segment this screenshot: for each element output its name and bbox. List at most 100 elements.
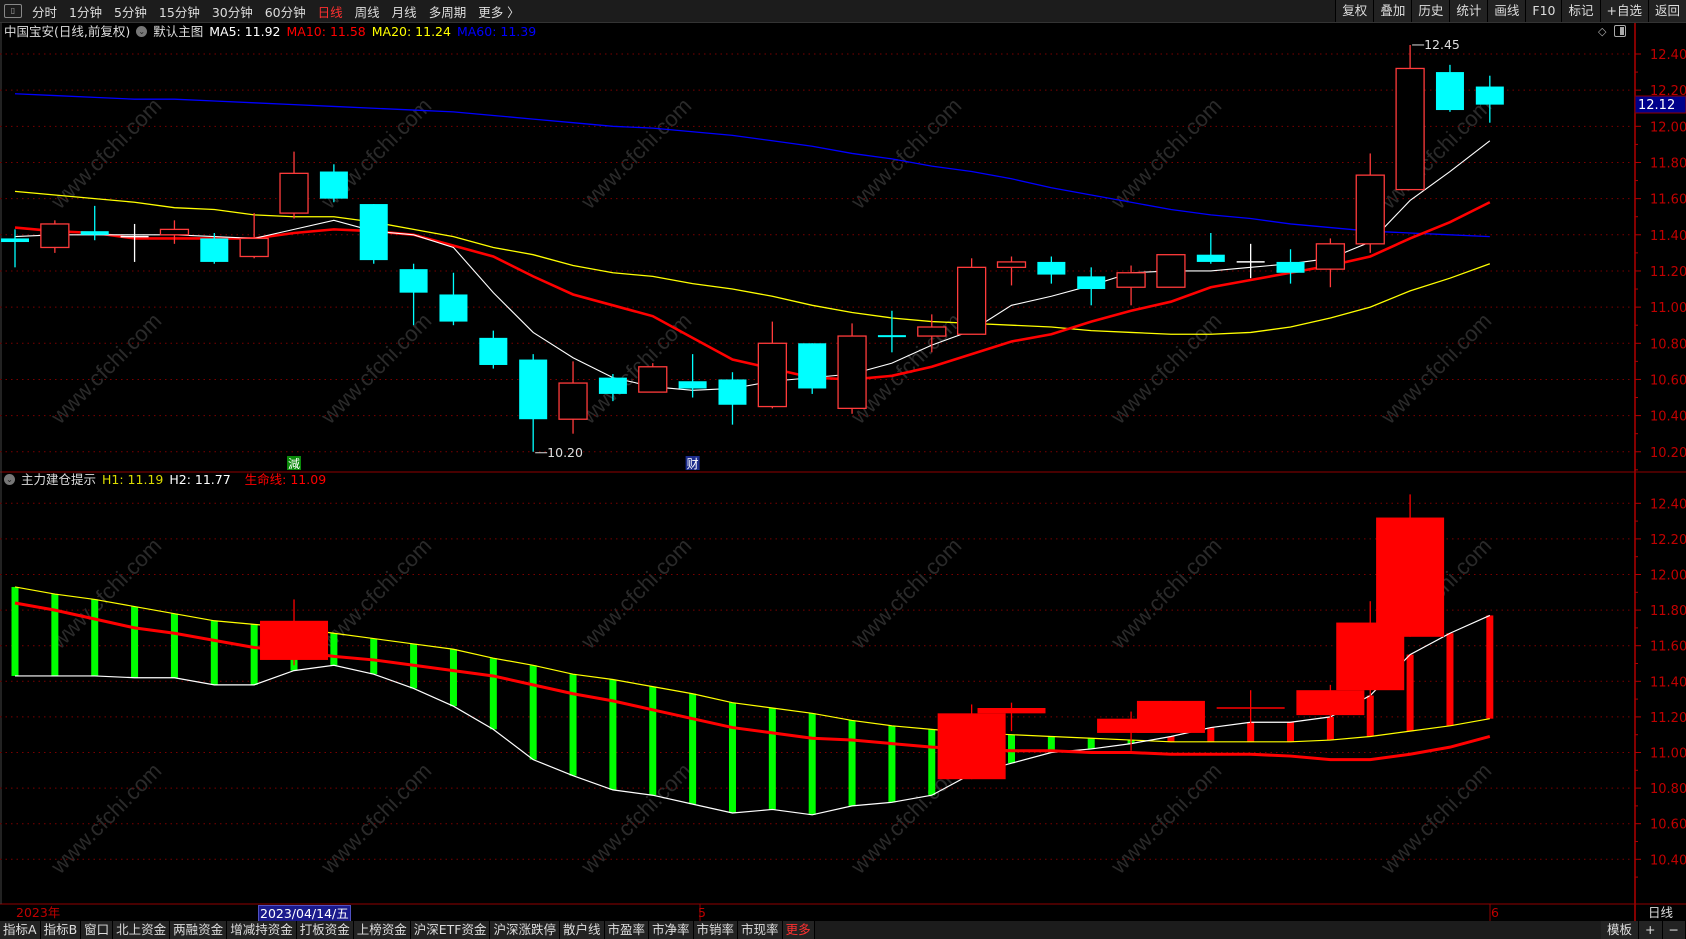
period-tab-8[interactable]: 月线 [391, 4, 417, 20]
candle-body [598, 377, 627, 394]
period-tab-4[interactable]: 30分钟 [211, 4, 253, 20]
candle-body [837, 335, 867, 410]
bottom-right-button-0[interactable]: 模板 [1601, 921, 1640, 939]
toolbar-button-6[interactable]: 标记 [1561, 0, 1600, 22]
y-tick-label: 12.40 [1650, 497, 1686, 512]
period-tab-5[interactable]: 60分钟 [264, 4, 306, 20]
candle [120, 223, 149, 262]
bottom-tab-13[interactable]: 市销率 [693, 921, 739, 939]
candle [877, 310, 906, 353]
event-marker-bg [685, 456, 700, 470]
template-dropdown-icon[interactable]: ⌄ [136, 26, 148, 37]
y-tick-label: 12.20 [1650, 533, 1686, 548]
bottom-tab-11[interactable]: 市盈率 [604, 921, 650, 939]
indicator-dropdown-icon[interactable]: ⌄ [4, 474, 15, 485]
period-tab-7[interactable]: 周线 [354, 4, 380, 20]
toolbar-button-7[interactable]: +自选 [1599, 0, 1648, 22]
current-price-badge [1634, 95, 1686, 114]
strength-bar [808, 713, 816, 815]
signal-box [260, 599, 329, 666]
watermark: www.cfchi.com [45, 308, 166, 429]
period-toolbar: ▯ 分时 1分钟 5分钟 15分钟 30分钟 60分钟 日线 周线 月线 多周期 更多 〉 复权 叠加… [0, 0, 1686, 23]
period-tab-2[interactable]: 5分钟 [113, 4, 147, 20]
candle-body [80, 231, 109, 235]
y-tick-label: 12.20 [1650, 84, 1686, 99]
candle-body [1395, 67, 1425, 191]
candle-body [1156, 254, 1186, 288]
candle-body [877, 335, 906, 338]
period-tab-3[interactable]: 15分钟 [158, 4, 200, 20]
period-tab-9[interactable]: 多周期 [428, 4, 467, 20]
bottom-tab-14[interactable]: 市现率 [738, 921, 783, 939]
h2-line [15, 614, 1491, 816]
watermark: www.cfchi.com [1375, 93, 1496, 214]
candle [1116, 265, 1146, 306]
toolbar-button-4[interactable]: 画线 [1487, 0, 1526, 22]
watermark: www.cfchi.com [845, 533, 966, 654]
candle [678, 354, 707, 398]
ma60-line [14, 93, 1490, 238]
candle-body [239, 237, 269, 258]
bottom-tab-4[interactable]: 两融资金 [170, 921, 228, 939]
candle-body [1116, 272, 1146, 288]
candle [1395, 44, 1425, 191]
bottom-tab-10[interactable]: 散户线 [559, 921, 605, 939]
bottom-right-button-1[interactable]: + [1639, 921, 1663, 939]
event-marker: 減 [288, 456, 300, 471]
diamond-icon[interactable]: ◇ [1598, 25, 1607, 38]
h1-value: H1: 11.19 [102, 472, 164, 487]
candle [1196, 232, 1225, 264]
bottom-tab-3[interactable]: 北上资金 [113, 921, 171, 939]
template-name[interactable]: 默认主图 [153, 24, 204, 39]
watermark: www.cfchi.com [575, 308, 696, 429]
panel-toggle-icon[interactable] [1614, 25, 1627, 37]
y-tick-label: 11.20 [1650, 265, 1686, 280]
candle-body [1276, 261, 1305, 273]
bottom-tab-12[interactable]: 市净率 [649, 921, 694, 939]
bottom-right-button-2[interactable]: − [1662, 921, 1686, 939]
candle-body [1077, 276, 1106, 290]
toolbar-button-5[interactable]: F10 [1525, 0, 1562, 22]
candle [1475, 75, 1504, 123]
period-tab-0[interactable]: 分时 [32, 4, 58, 20]
ma10-line [14, 201, 1491, 381]
period-tab-10[interactable]: 更多 〉 [478, 4, 520, 20]
candle [200, 232, 229, 264]
toolbar-button-3[interactable]: 统计 [1449, 0, 1488, 22]
sidebar-toggle-icon[interactable]: ▯ [4, 4, 22, 18]
candle [40, 220, 70, 253]
strength-bar [529, 665, 537, 760]
strength-bar [489, 658, 497, 730]
indicator-title[interactable]: 主力建仓提示 [21, 472, 97, 487]
cursor-date-label: 2023/04/14/五 [258, 905, 351, 923]
strength-bar [689, 693, 697, 805]
bottom-tab-6[interactable]: 打板资金 [296, 921, 354, 939]
bottom-tab-15[interactable]: 更多 [782, 921, 815, 939]
bottom-tab-9[interactable]: 沪深涨跌停 [490, 921, 560, 939]
candle [1315, 238, 1346, 288]
candle-body [638, 366, 668, 393]
bottom-tab-8[interactable]: 沪深ETF资金 [410, 921, 491, 939]
candle [519, 354, 548, 452]
period-tab-6[interactable]: 日线 [317, 4, 343, 20]
candle-body [40, 223, 70, 249]
bottom-tab-5[interactable]: 增减持资金 [227, 921, 297, 939]
toolbar-button-0[interactable]: 复权 [1335, 0, 1374, 22]
y-tick-label: 11.80 [1650, 604, 1686, 619]
candle [956, 258, 987, 335]
toolbar-button-8[interactable]: 返回 [1647, 0, 1686, 22]
candle-body [1475, 86, 1504, 105]
toolbar-button-2[interactable]: 历史 [1411, 0, 1450, 22]
lifeline-value: 生命线: 11.09 [244, 472, 327, 487]
bottom-tab-7[interactable]: 上榜资金 [353, 921, 411, 939]
candle-body [678, 381, 707, 389]
bottom-tab-2[interactable]: 窗口 [81, 921, 114, 939]
bottom-tab-0[interactable]: 指标A [0, 921, 41, 939]
bottom-tab-1[interactable]: 指标B [40, 921, 82, 939]
strength-bar [1207, 727, 1215, 742]
strength-bar [1087, 738, 1095, 749]
signal-body [260, 620, 329, 660]
period-tab-1[interactable]: 1分钟 [69, 4, 102, 20]
toolbar-button-1[interactable]: 叠加 [1373, 0, 1412, 22]
